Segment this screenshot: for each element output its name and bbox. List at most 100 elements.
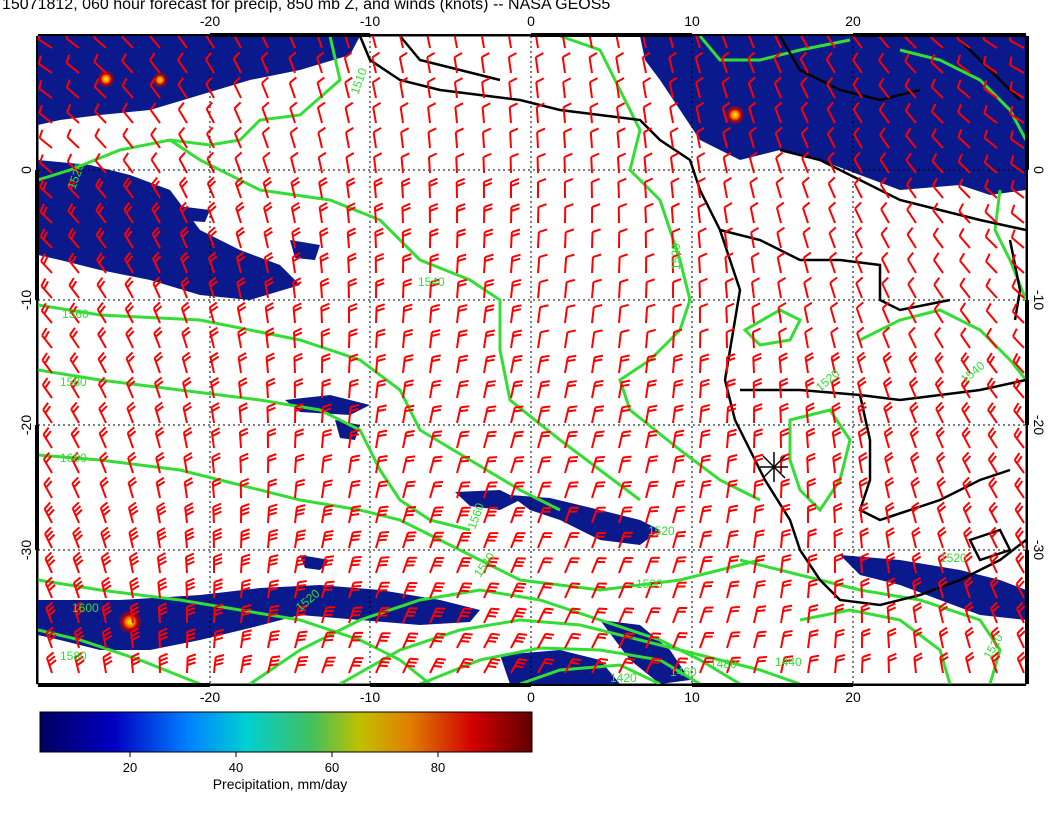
wind-barb [320, 302, 330, 324]
wind-barb [233, 126, 242, 149]
wind-barb [883, 426, 894, 449]
wind-barb [317, 151, 327, 174]
wind-barb [212, 502, 222, 524]
wind-barb [429, 657, 446, 674]
wind-barb [266, 427, 277, 449]
wind-barb [564, 278, 576, 299]
wind-barb [672, 556, 687, 574]
wind-barb [780, 655, 794, 674]
wind-barb [616, 127, 626, 149]
wind-barb [71, 476, 81, 499]
wind-barb [213, 628, 224, 649]
wind-barb [962, 501, 972, 524]
wind-barb [726, 403, 737, 424]
wind-barb [861, 653, 872, 674]
wind-barb [1016, 651, 1026, 674]
wind-barb [70, 401, 80, 424]
wind-barb [721, 51, 730, 74]
wind-barb [102, 652, 113, 674]
wind-barb [909, 426, 920, 449]
wind-barb [70, 451, 81, 474]
wind-barb [402, 253, 412, 274]
wind-barb [723, 202, 733, 224]
wind-barb [402, 480, 416, 499]
wind-barb [510, 532, 526, 549]
wind-barb [456, 253, 467, 274]
wind-barb [294, 453, 305, 474]
wind-barb [455, 177, 466, 199]
wind-barb [208, 276, 218, 299]
wind-barb [564, 557, 580, 574]
wind-barb [723, 177, 732, 199]
wind-barb [958, 203, 971, 224]
wind-barb [667, 36, 674, 49]
wind-barb [261, 126, 270, 149]
wind-barb [802, 226, 811, 249]
wind-barb [671, 252, 681, 274]
wind-barb [126, 426, 137, 449]
wind-barb [68, 252, 80, 274]
wind-barb [642, 77, 652, 99]
wind-barb [833, 553, 844, 574]
wind-barb [723, 227, 733, 249]
wind-barb [672, 606, 688, 624]
wind-barb [178, 176, 189, 199]
wind-barb [321, 580, 335, 599]
wind-barb [183, 452, 193, 474]
wind-barb [426, 77, 436, 99]
wind-barb [70, 426, 80, 449]
colorbar [39, 711, 533, 753]
wind-barb [960, 327, 971, 349]
wind-barb [321, 353, 331, 374]
wind-barb [855, 276, 864, 299]
wind-barb [182, 426, 193, 449]
wind-barb [371, 76, 381, 99]
wind-barb [780, 528, 791, 549]
wind-barb [802, 251, 812, 274]
wind-barb [807, 503, 817, 524]
wind-barb [984, 203, 998, 224]
wind-barb [156, 501, 167, 524]
wind-barb [182, 376, 192, 399]
wind-barb [240, 604, 252, 624]
wind-barb [826, 76, 836, 99]
wind-barb [834, 628, 845, 649]
wind-barb [234, 176, 245, 199]
wind-barb [294, 605, 308, 624]
wind-barb [402, 607, 418, 624]
wind-barb [321, 631, 336, 649]
wind-barb [375, 278, 385, 299]
wind-barb [561, 36, 566, 49]
wind-barb [912, 576, 922, 599]
wind-barb [672, 404, 684, 424]
wind-barb [343, 51, 353, 74]
wind-barb [101, 576, 112, 599]
wind-barb [67, 227, 80, 249]
wind-barb [210, 427, 221, 449]
wind-barb [699, 328, 709, 349]
wind-barb [402, 430, 415, 449]
wind-barb [400, 127, 410, 149]
wind-barb [884, 476, 895, 499]
wind-barb [180, 276, 190, 299]
wind-barb [963, 551, 973, 574]
wind-barb [959, 252, 971, 274]
wind-barb [402, 531, 417, 549]
wind-barb [856, 326, 865, 349]
wind-barb [294, 630, 308, 649]
wind-barb [290, 151, 299, 174]
wind-barb [129, 602, 140, 624]
wind-barb [509, 127, 519, 149]
wind-barb [909, 401, 919, 424]
wind-barb [125, 351, 135, 374]
wind-barb [984, 228, 998, 249]
wind-barb [591, 253, 602, 274]
wind-barb [1010, 229, 1025, 249]
wind-barb [801, 176, 810, 199]
contour-label: 1500 [636, 577, 663, 591]
wind-barb [402, 506, 417, 524]
wind-barb [697, 227, 707, 249]
wind-barb [260, 51, 269, 74]
wind-barb [265, 352, 276, 374]
wind-barb [209, 351, 220, 374]
